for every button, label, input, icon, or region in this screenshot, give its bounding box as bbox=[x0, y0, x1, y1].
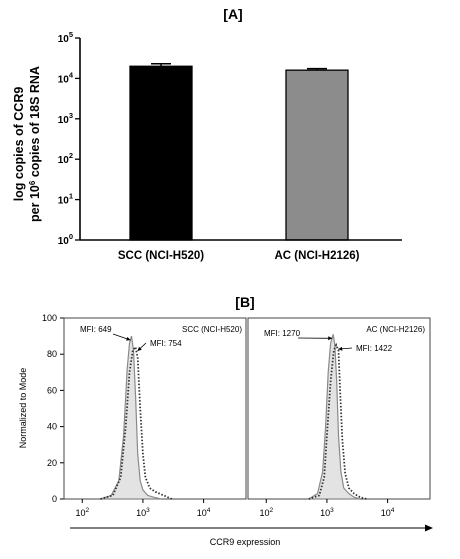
annotation-arrowhead bbox=[338, 346, 343, 351]
x-tick-label: 103 bbox=[320, 507, 334, 518]
mfi-annotation: MFI: 754 bbox=[150, 339, 182, 348]
y-tick-label: 105 bbox=[58, 30, 73, 45]
annotation-arrowhead bbox=[137, 346, 142, 351]
panel-b-x-ticks: 102 103 104 102 103 104 bbox=[75, 499, 395, 518]
tick-exp: 4 bbox=[391, 507, 395, 514]
annotation-arrowhead bbox=[328, 336, 333, 341]
histogram-filled bbox=[100, 335, 162, 500]
y-tick-label: 103 bbox=[58, 111, 73, 126]
panel-a-ylabel-line1: log copies of CCR9 bbox=[12, 87, 26, 202]
x-tick-label: 104 bbox=[197, 507, 211, 518]
tick-exp: 1 bbox=[69, 192, 73, 201]
tick-exp: 4 bbox=[69, 70, 74, 79]
y-tick-label: 100 bbox=[58, 232, 73, 247]
y-tick-label: 102 bbox=[58, 151, 73, 166]
ylabel-part-post: copies of 18S RNA bbox=[28, 66, 42, 181]
ylabel-part-sup: 6 bbox=[28, 180, 37, 185]
annotation-arrowhead bbox=[126, 336, 131, 341]
tick-base: 10 bbox=[320, 508, 330, 518]
tick-base: 10 bbox=[58, 34, 70, 45]
y-tick-label: 104 bbox=[58, 70, 74, 85]
tick-base: 10 bbox=[381, 508, 391, 518]
tick-exp: 4 bbox=[207, 507, 211, 514]
histogram-panel-label: AC (NCI-H2126) bbox=[366, 325, 425, 334]
tick-base: 10 bbox=[58, 196, 70, 207]
panel-a-ylabel-line2: per 106 copies of 18S RNA bbox=[28, 66, 43, 222]
tick-exp: 3 bbox=[69, 111, 73, 120]
panel-a-bars bbox=[129, 63, 349, 241]
histogram-filled bbox=[306, 334, 361, 500]
y-tick-label: 100 bbox=[42, 313, 57, 323]
histogram-dotted bbox=[100, 344, 173, 500]
category-label: AC (NCI-H2126) bbox=[275, 250, 360, 262]
tick-base: 10 bbox=[58, 155, 70, 166]
y-tick-label: 101 bbox=[58, 192, 73, 207]
tick-exp: 5 bbox=[69, 30, 73, 39]
y-tick-label: 20 bbox=[47, 458, 57, 468]
tick-base: 10 bbox=[136, 508, 146, 518]
tick-exp: 2 bbox=[85, 507, 89, 514]
tick-base: 10 bbox=[197, 508, 207, 518]
x-tick-label: 102 bbox=[259, 507, 273, 518]
panel-a-category-labels: SCC (NCI-H520) AC (NCI-H2126) bbox=[118, 250, 360, 262]
x-tick-label: 103 bbox=[136, 507, 150, 518]
tick-base: 10 bbox=[58, 236, 70, 247]
bar bbox=[285, 69, 349, 241]
tick-base: 10 bbox=[259, 508, 269, 518]
panel-b-histograms: SCC (NCI-H520) MFI: 649 MFI: 754 AC (NCI-H2… bbox=[80, 325, 425, 500]
y-tick-label: 0 bbox=[52, 494, 57, 504]
tick-base: 10 bbox=[75, 508, 85, 518]
mfi-annotation: MFI: 1422 bbox=[356, 344, 393, 353]
panel-b-ylabel: Normalized to Mode bbox=[18, 368, 28, 449]
y-tick-label: 80 bbox=[47, 349, 57, 359]
histogram-panel-label: SCC (NCI-H520) bbox=[182, 325, 242, 334]
histogram-dotted bbox=[308, 342, 367, 500]
tick-exp: 2 bbox=[69, 151, 73, 160]
tick-base: 10 bbox=[58, 74, 70, 85]
x-tick-label: 104 bbox=[381, 507, 395, 518]
tick-exp: 3 bbox=[146, 507, 150, 514]
tick-exp: 2 bbox=[269, 507, 273, 514]
tick-exp: 3 bbox=[330, 507, 334, 514]
panel-b-title: [B] bbox=[235, 294, 254, 310]
panel-a-title: [A] bbox=[223, 6, 242, 22]
ylabel-part-pre: per 10 bbox=[28, 185, 42, 222]
mfi-annotation: MFI: 1270 bbox=[264, 329, 301, 338]
mfi-annotation: MFI: 649 bbox=[80, 325, 112, 334]
tick-exp: 0 bbox=[69, 232, 73, 241]
y-tick-label: 60 bbox=[47, 385, 57, 395]
panel-b-y-ticks: 0 20 40 60 80 100 bbox=[42, 313, 64, 504]
bar bbox=[129, 65, 193, 241]
category-label: SCC (NCI-H520) bbox=[118, 250, 204, 262]
panel-b-x-arrow-head bbox=[425, 524, 433, 532]
y-tick-label: 40 bbox=[47, 422, 57, 432]
x-tick-label: 102 bbox=[75, 507, 89, 518]
panel-b-xlabel: CCR9 expression bbox=[210, 537, 281, 547]
tick-base: 10 bbox=[58, 115, 70, 126]
